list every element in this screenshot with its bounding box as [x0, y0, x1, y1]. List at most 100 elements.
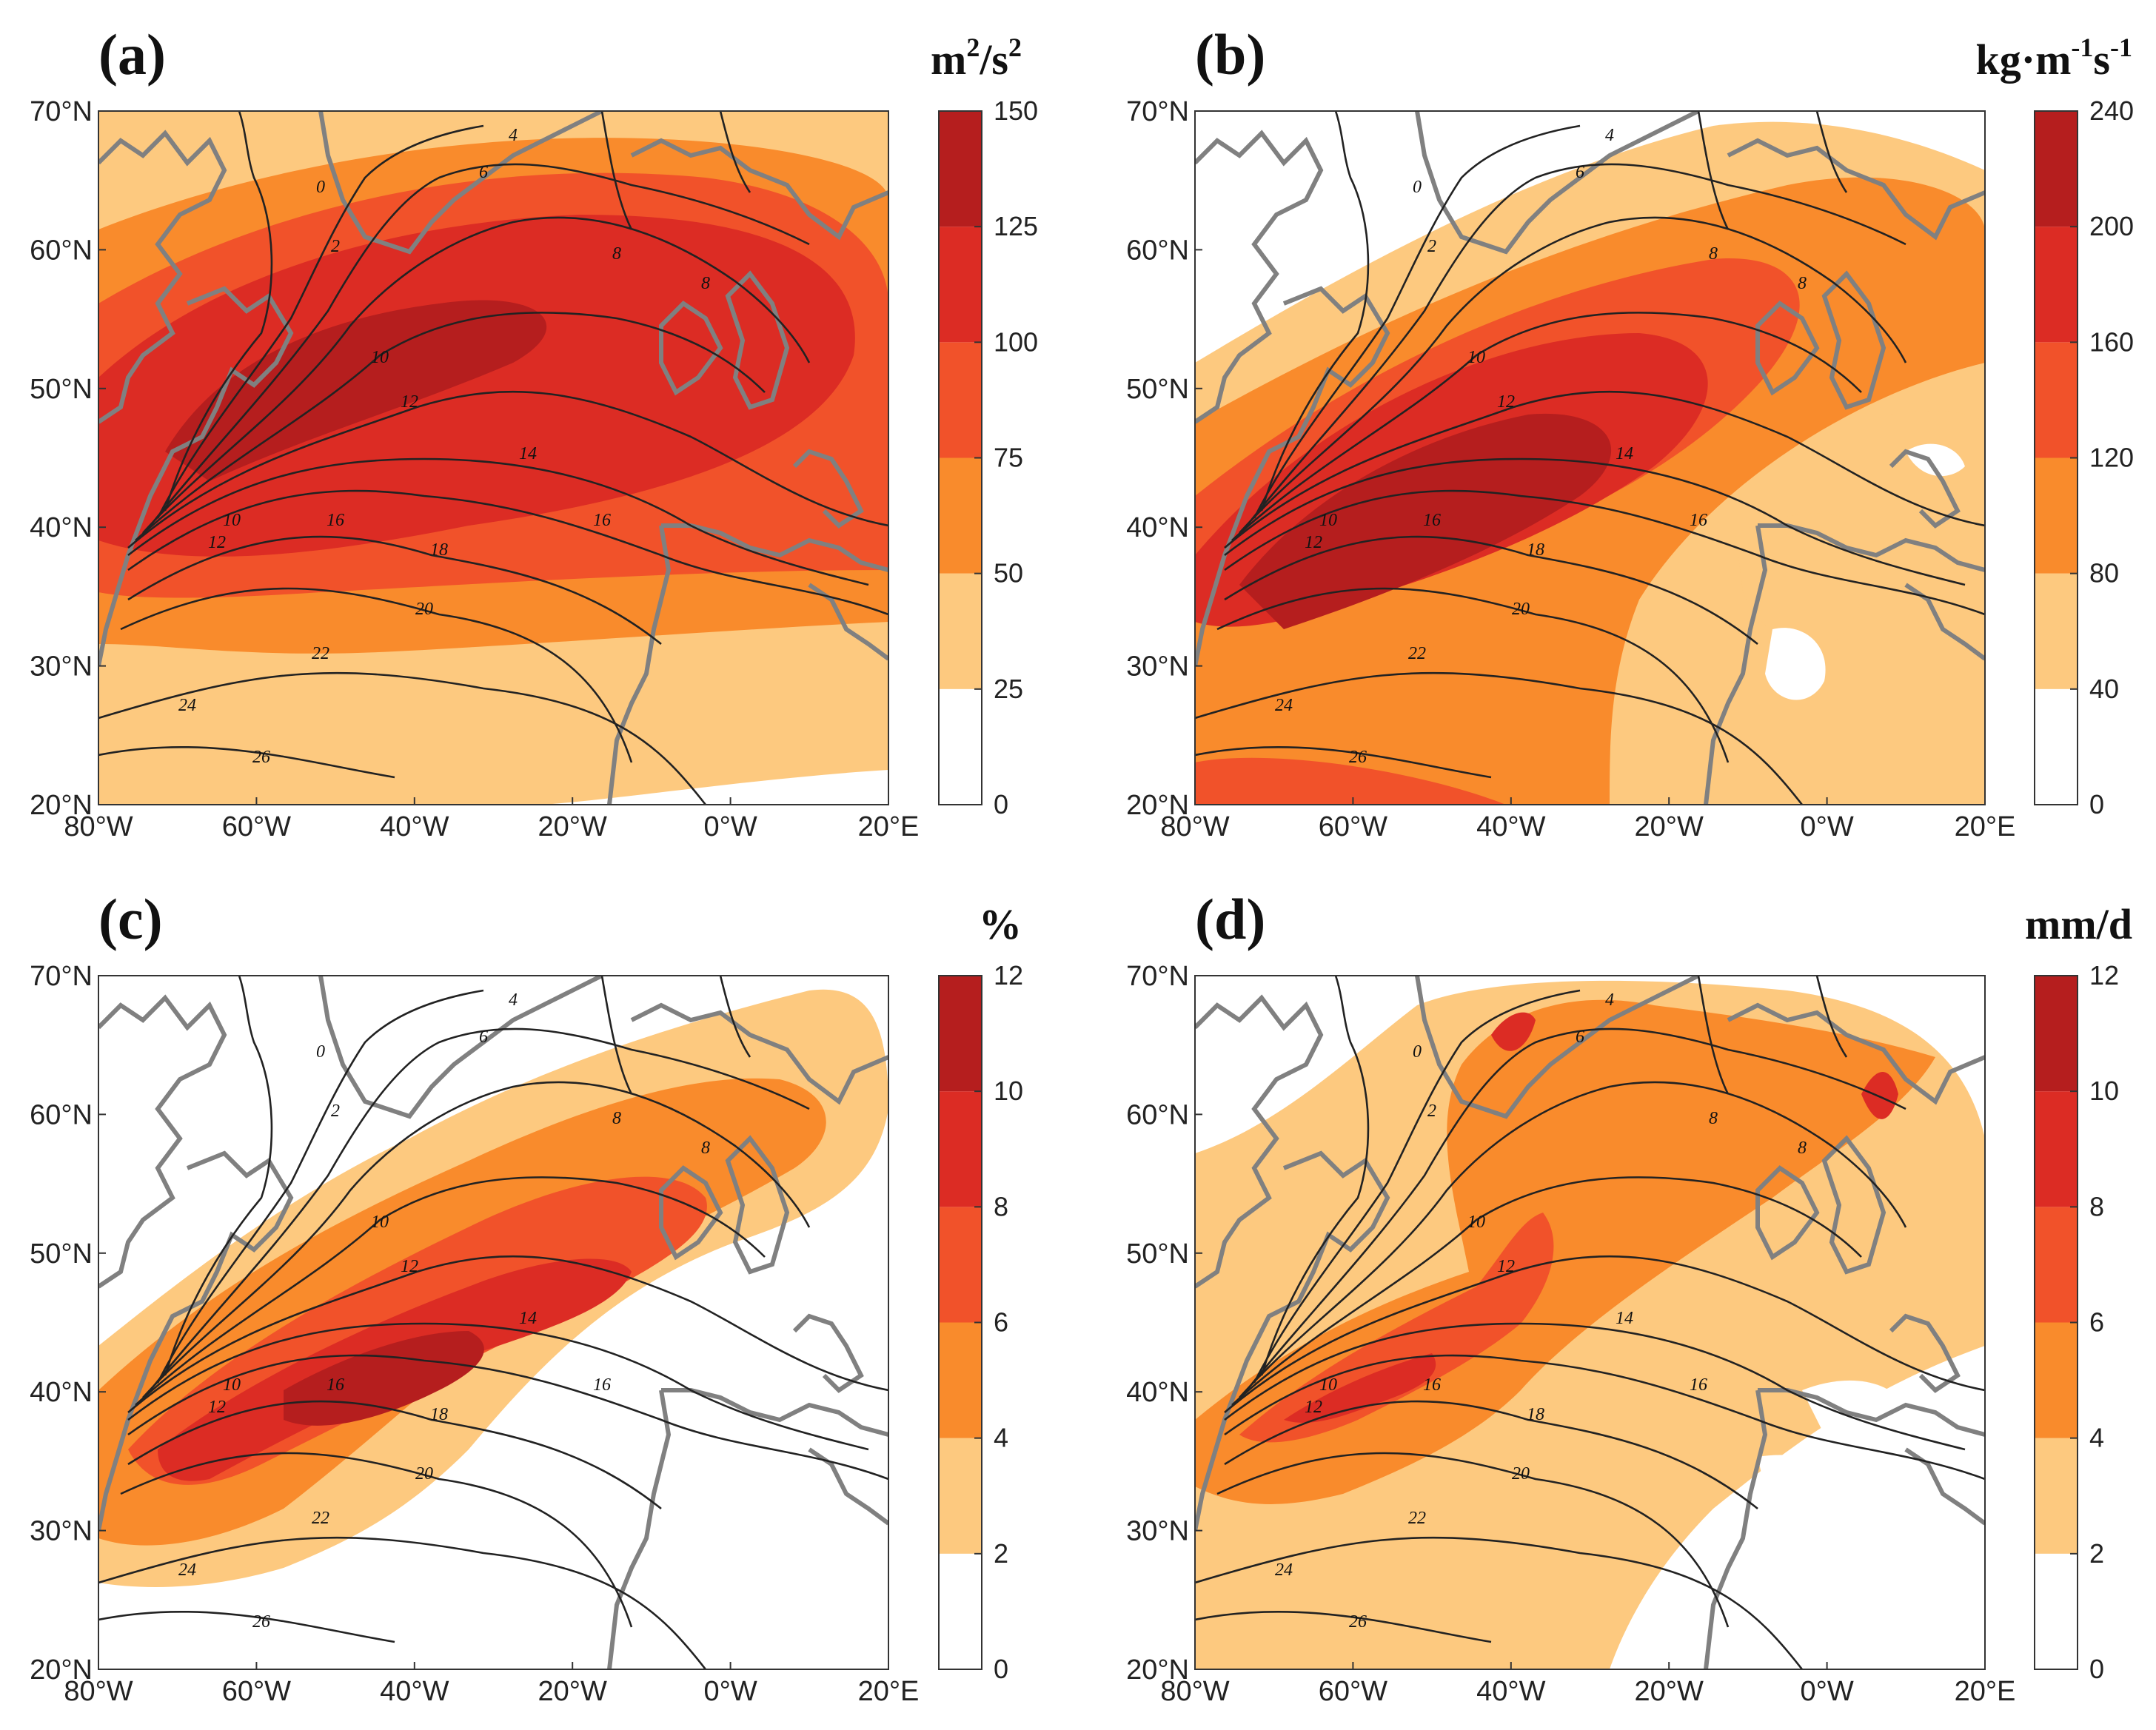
colorbar-tick-label: 6 — [2089, 1307, 2104, 1338]
contour-label: 26 — [1349, 1612, 1367, 1632]
lon-tick-label: 20°E — [1955, 1676, 2016, 1707]
contour-label: 0 — [316, 178, 325, 197]
map-area-c — [98, 976, 888, 1669]
contour-label: 16 — [1423, 1375, 1441, 1395]
lon-tick-label: 20°E — [1955, 811, 2016, 842]
colorbar-segment — [939, 1438, 982, 1554]
lat-tick-label: 60°N — [1126, 1099, 1189, 1130]
map-area-d — [1195, 976, 1985, 1669]
colorbar-segment — [2035, 227, 2078, 343]
lon-tick-label: 20°W — [538, 811, 607, 842]
colorbar-tick-label: 160 — [2089, 326, 2134, 357]
lat-tick-label: 70°N — [30, 961, 93, 992]
contour-label: 10 — [1467, 348, 1485, 367]
lon-tick-label: 0°W — [1800, 811, 1853, 842]
panel-label-c: (c) — [98, 887, 163, 951]
colorbar-segment — [2035, 1207, 2078, 1323]
lat-tick-label: 60°N — [30, 1099, 93, 1130]
lat-tick-label: 20°N — [1126, 790, 1189, 821]
contour-label: 10 — [223, 511, 241, 530]
contour-label: 26 — [252, 1612, 270, 1632]
colorbar-segment — [2035, 976, 2078, 1092]
lon-tick-label: 0°W — [1800, 1676, 1853, 1707]
contour-label: 10 — [1467, 1213, 1485, 1232]
lat-tick-label: 30°N — [30, 651, 93, 683]
fill-level-4 — [1284, 1353, 1436, 1423]
colorbar-tick-label: 50 — [994, 558, 1023, 589]
unit-label-b: kg·m-1s-1 — [1976, 33, 2133, 84]
colorbar-segment — [2035, 457, 2078, 574]
contour-label: 16 — [327, 511, 344, 530]
lat-tick-label: 50°N — [30, 1238, 93, 1270]
lat-tick-label: 30°N — [1126, 1516, 1189, 1547]
contour-label: 16 — [1423, 511, 1441, 530]
lon-tick-label: 20°W — [1635, 811, 1704, 842]
colorbar-segment — [2035, 342, 2078, 458]
lat-tick-label: 40°N — [1126, 1377, 1189, 1408]
colorbar-segment — [939, 1322, 982, 1438]
contour-label: 6 — [479, 163, 488, 182]
colorbar-tick-label: 150 — [994, 95, 1038, 126]
contour-label: 10 — [1319, 1375, 1337, 1395]
colorbar-tick-label: 100 — [994, 326, 1038, 357]
contour-label: 26 — [1349, 748, 1367, 767]
contour-label: 8 — [1798, 1139, 1807, 1158]
fill-level-5 — [1239, 413, 1612, 629]
contour-label: 16 — [593, 1375, 611, 1395]
colorbar-tick-label: 10 — [994, 1076, 1023, 1106]
lon-tick-label: 60°W — [222, 811, 291, 842]
contour-label: 0 — [316, 1042, 325, 1062]
colorbar-segment — [2035, 1553, 2078, 1669]
lon-tick-label: 80°W — [64, 1676, 133, 1707]
contour-label: 4 — [509, 990, 518, 1010]
contour-label: 12 — [401, 392, 418, 412]
lat-tick-label: 40°N — [1126, 512, 1189, 543]
lat-tick-label: 70°N — [30, 96, 93, 127]
contour-label: 22 — [312, 1509, 329, 1528]
colorbar-tick-label: 80 — [2089, 558, 2119, 589]
contour-label: 12 — [208, 533, 226, 552]
lon-tick-label: 40°W — [1476, 811, 1545, 842]
colorbar-tick-label: 240 — [2089, 95, 2134, 126]
colorbar-segment — [2035, 688, 2078, 805]
lat-tick-label: 60°N — [30, 235, 93, 266]
colorbar-tick-label: 12 — [2089, 960, 2119, 990]
colorbar-tick-label: 6 — [994, 1307, 1008, 1338]
contour-label: 20 — [1512, 1464, 1530, 1483]
contour-label: 10 — [223, 1375, 241, 1395]
contour-label: 2 — [1427, 1102, 1436, 1121]
map-area-b — [1195, 111, 1985, 805]
contour-label: 16 — [1690, 1375, 1707, 1395]
colorbar-tick-label: 0 — [2089, 1654, 2104, 1684]
colorbar-tick-label: 200 — [2089, 211, 2134, 241]
contour-label: 20 — [1512, 600, 1530, 619]
colorbar-tick-label: 25 — [994, 674, 1023, 704]
colorbar-segment — [939, 1091, 982, 1207]
fill-level-5 — [165, 300, 547, 481]
lat-tick-label: 60°N — [1126, 235, 1189, 266]
contour-label: 14 — [519, 1309, 537, 1328]
lon-tick-label: 0°W — [703, 1676, 757, 1707]
contour-label: 8 — [612, 244, 621, 264]
lat-tick-label: 40°N — [30, 1377, 93, 1408]
lon-tick-label: 40°W — [1476, 1676, 1545, 1707]
colorbar-segment — [939, 342, 982, 458]
contour-label: 4 — [1605, 990, 1614, 1010]
colorbar-segment — [939, 457, 982, 574]
colorbar-segment — [939, 111, 982, 227]
lat-tick-label: 50°N — [1126, 1238, 1189, 1270]
contour-label: 12 — [401, 1257, 418, 1276]
contour-label: 8 — [1709, 244, 1718, 264]
contour-label: 6 — [1576, 1027, 1584, 1047]
lat-tick-label: 50°N — [1126, 374, 1189, 405]
lat-tick-label: 20°N — [30, 1654, 93, 1686]
contour-label: 2 — [331, 237, 340, 256]
unit-label-a: m2/s2 — [931, 33, 1022, 84]
lat-tick-label: 30°N — [1126, 651, 1189, 683]
colorbar-tick-label: 12 — [994, 960, 1023, 990]
contour-label: 10 — [371, 348, 389, 367]
lon-tick-label: 20°E — [858, 1676, 920, 1707]
contour-label: 20 — [415, 600, 433, 619]
lon-tick-label: 40°W — [380, 1676, 449, 1707]
